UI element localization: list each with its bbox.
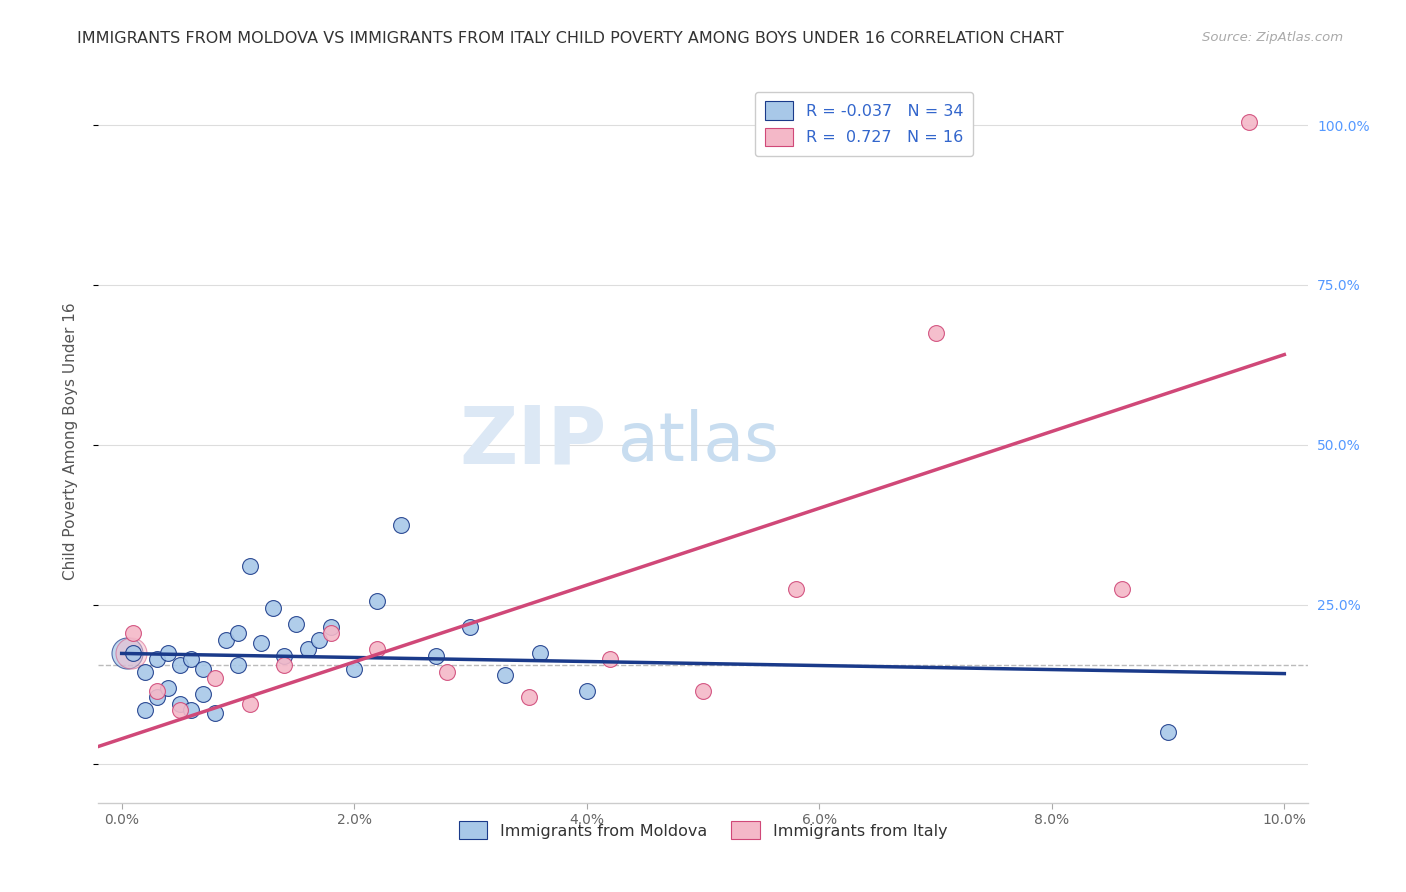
Immigrants from Italy [239, 697, 262, 711]
Immigrants from Moldova [308, 632, 330, 647]
Immigrants from Moldova [204, 706, 226, 721]
Immigrants from Moldova [297, 642, 319, 657]
Immigrants from Italy [785, 582, 807, 596]
Immigrants from Italy [122, 626, 145, 640]
Immigrants from Moldova [215, 632, 238, 647]
Text: IMMIGRANTS FROM MOLDOVA VS IMMIGRANTS FROM ITALY CHILD POVERTY AMONG BOYS UNDER : IMMIGRANTS FROM MOLDOVA VS IMMIGRANTS FR… [77, 31, 1064, 46]
Immigrants from Italy [366, 642, 388, 657]
Immigrants from Moldova [575, 684, 598, 698]
Immigrants from Moldova [366, 594, 388, 608]
Immigrants from Italy [692, 684, 714, 698]
Text: ZIP: ZIP [458, 402, 606, 481]
Immigrants from Italy [319, 626, 342, 640]
Immigrants from Moldova [273, 648, 295, 663]
Text: atlas: atlas [619, 409, 779, 475]
Immigrants from Moldova [157, 646, 180, 660]
Immigrants from Moldova [343, 661, 366, 675]
Immigrants from Moldova [169, 697, 191, 711]
Immigrants from Moldova [134, 703, 156, 717]
Y-axis label: Child Poverty Among Boys Under 16: Child Poverty Among Boys Under 16 [63, 302, 77, 581]
Immigrants from Moldova [389, 517, 412, 532]
Immigrants from Moldova [226, 626, 249, 640]
Immigrants from Moldova [239, 559, 262, 574]
Immigrants from Moldova [191, 661, 214, 675]
Point [117, 646, 139, 660]
Immigrants from Moldova [529, 646, 551, 660]
Immigrants from Italy [1111, 582, 1133, 596]
Immigrants from Moldova [180, 652, 202, 666]
Immigrants from Moldova [145, 652, 167, 666]
Point [120, 646, 142, 660]
Immigrants from Italy [924, 326, 946, 340]
Immigrants from Moldova [169, 658, 191, 673]
Immigrants from Moldova [285, 616, 308, 631]
Immigrants from Italy [169, 703, 191, 717]
Immigrants from Moldova [226, 658, 249, 673]
Immigrants from Italy [599, 652, 621, 666]
Immigrants from Moldova [319, 620, 342, 634]
Immigrants from Moldova [494, 668, 516, 682]
Immigrants from Moldova [145, 690, 167, 705]
Immigrants from Italy [517, 690, 540, 705]
Legend: Immigrants from Moldova, Immigrants from Italy: Immigrants from Moldova, Immigrants from… [449, 812, 957, 849]
Immigrants from Italy [273, 658, 295, 673]
Immigrants from Moldova [250, 636, 273, 650]
Immigrants from Moldova [134, 665, 156, 679]
Immigrants from Italy [1239, 115, 1261, 129]
Immigrants from Italy [145, 684, 167, 698]
Immigrants from Moldova [157, 681, 180, 695]
Immigrants from Moldova [425, 648, 447, 663]
Immigrants from Moldova [122, 646, 145, 660]
Immigrants from Moldova [262, 600, 284, 615]
Immigrants from Moldova [1157, 725, 1180, 739]
Immigrants from Moldova [180, 703, 202, 717]
Immigrants from Italy [204, 671, 226, 685]
Immigrants from Moldova [460, 620, 482, 634]
Text: Source: ZipAtlas.com: Source: ZipAtlas.com [1202, 31, 1343, 45]
Immigrants from Italy [436, 665, 458, 679]
Immigrants from Moldova [191, 687, 214, 701]
